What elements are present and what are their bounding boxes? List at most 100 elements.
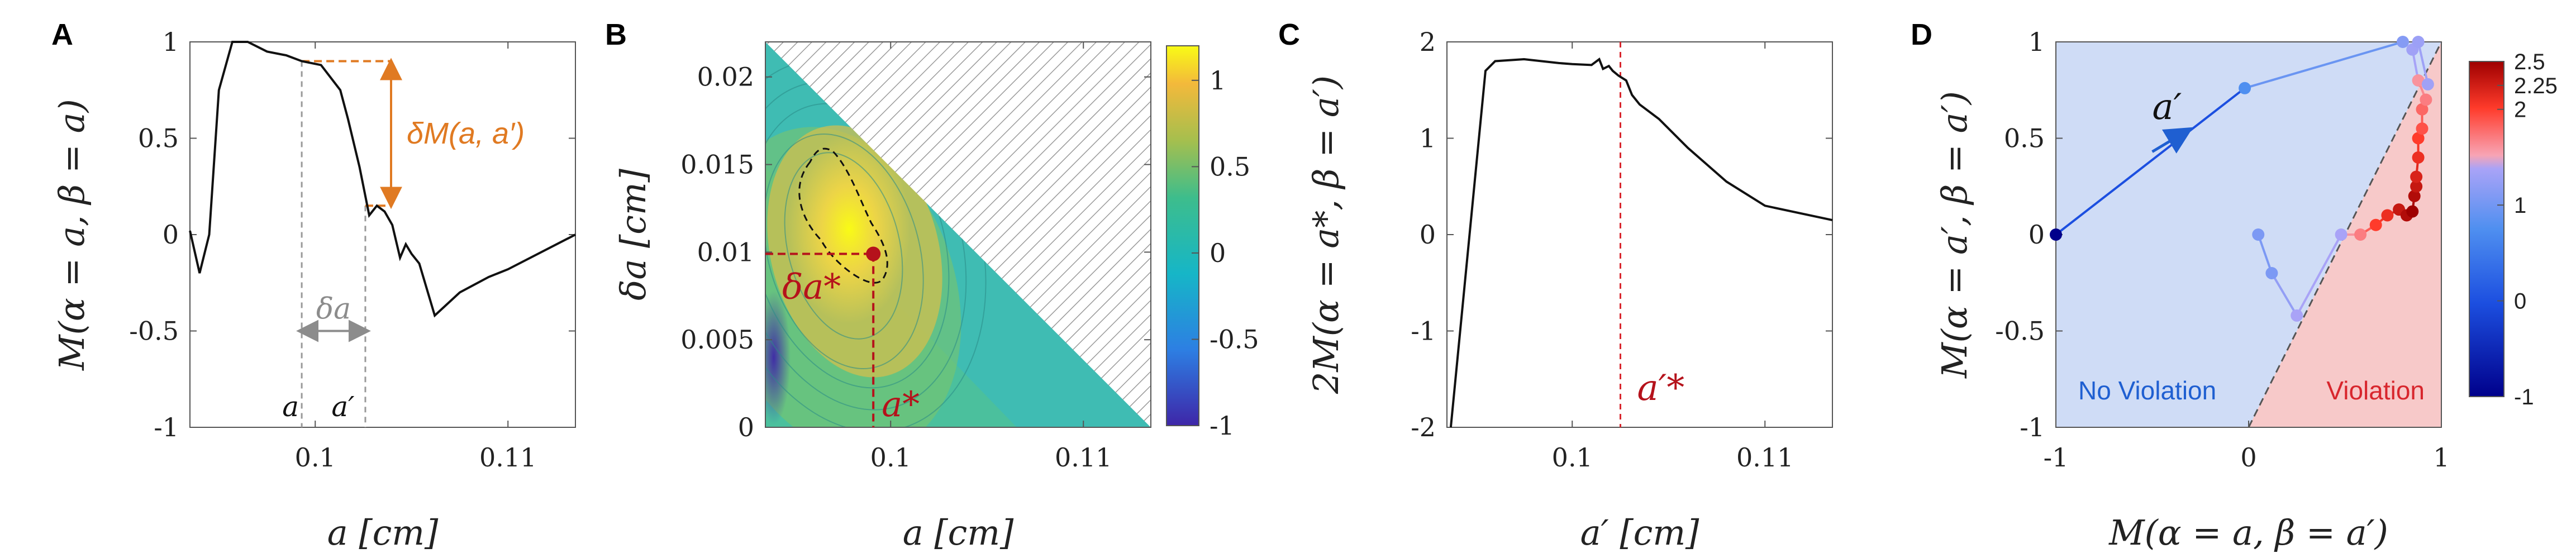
data-point <box>2265 267 2278 279</box>
y-tick-label: 0 <box>163 220 179 250</box>
data-point <box>2410 170 2423 183</box>
data-point <box>2369 218 2382 231</box>
colorbar-tick-label: 0.5 <box>1210 151 1250 182</box>
data-point <box>2050 228 2062 241</box>
a-prime-star-label: a′* <box>1637 368 1685 409</box>
y-tick-label: -1 <box>2020 412 2045 442</box>
panel-c-ylabel: 2M(α = a*, β = a′) <box>1306 75 1346 394</box>
panel-d-ticks: -1 0 1 -1 -0.5 0 0.5 1 <box>1995 27 2449 473</box>
delta-m-label: δM(a, a′) <box>407 117 525 150</box>
x-tick-label: -1 <box>2044 442 2069 473</box>
y-tick-label: 0.005 <box>680 325 754 355</box>
data-point <box>2408 190 2421 202</box>
data-point <box>2420 93 2432 106</box>
colorbar-tick-label: 0 <box>1210 238 1226 268</box>
y-tick-label: -0.5 <box>1995 316 2045 346</box>
panel-d-colorbar <box>2469 61 2504 397</box>
colorbar-tick-label: 2.25 <box>2514 74 2558 98</box>
panel-a-series-line <box>189 41 576 318</box>
data-point <box>2416 103 2429 116</box>
panel-b-xlabel: a [cm] <box>903 512 1014 553</box>
y-tick-label: -2 <box>1411 412 1436 442</box>
panel-c-letter: C <box>1278 18 1300 51</box>
delta-a-star-label: δa* <box>782 266 841 307</box>
a-prime-direction-arrow <box>2151 127 2193 154</box>
trajectory-segment <box>2270 272 2298 316</box>
a-star-label: a* <box>882 384 920 425</box>
colorbar-tick-label: 0 <box>2514 289 2526 314</box>
y-tick-label: 0.01 <box>697 237 754 267</box>
panel-d-points <box>2050 36 2434 322</box>
panel-a: A 0.1 0.11 -1 -0.5 0 0.5 1 δM(a, a′) δa a a′ a [c… <box>51 18 576 553</box>
y-tick-label: -1 <box>1411 316 1436 346</box>
data-point <box>2421 78 2434 90</box>
panel-a-letter: A <box>51 18 73 51</box>
data-point <box>2412 36 2425 48</box>
data-point <box>2412 151 2425 164</box>
panel-b-colorbar <box>1166 45 1199 426</box>
trajectory-segment <box>2417 41 2429 85</box>
x-tick-label: 0.11 <box>1055 442 1112 473</box>
trajectory-segment <box>2257 234 2273 274</box>
data-point <box>2381 209 2394 222</box>
panel-c-series-line <box>1449 57 1833 428</box>
a-label: a <box>282 390 299 423</box>
panel-b: B 0.1 0.11 0 0.005 0.01 0.015 0.02 δa* a* -1 -0.… <box>605 18 1259 553</box>
panel-b-frame <box>765 41 1151 428</box>
data-point <box>2354 228 2367 241</box>
a-prime-arrow-label: a′ <box>2153 87 2182 128</box>
panel-b-heatmap <box>765 42 1151 427</box>
violation-label: Violation <box>2326 376 2425 405</box>
data-point <box>2335 228 2348 241</box>
panel-b-colorbar-ticks: -1 -0.5 0 0.5 1 <box>1192 65 1259 441</box>
y-tick-label: 0 <box>738 412 754 442</box>
panel-a-ticks: 0.1 0.11 -1 -0.5 0 0.5 1 <box>129 27 575 473</box>
x-tick-label: 0 <box>2240 442 2256 473</box>
data-point <box>2252 228 2265 241</box>
data-point <box>2406 205 2419 218</box>
x-tick-label: 0.11 <box>1736 442 1793 473</box>
y-tick-label: 0 <box>2029 220 2045 250</box>
colorbar-tick-label: -1 <box>2514 385 2534 409</box>
panel-a-annotations: δM(a, a′) δa a a′ <box>282 58 525 427</box>
panel-d-annotations: No Violation Violation a′ <box>2078 87 2425 405</box>
panel-a-xlabel: a [cm] <box>327 512 439 553</box>
panel-d-ylabel: M(α = a′, β = a′) <box>1934 91 1975 379</box>
trajectory-segment <box>2244 41 2403 89</box>
data-point <box>2239 82 2251 94</box>
colorbar-tick-label: -1 <box>1210 411 1235 441</box>
data-point <box>2291 309 2303 322</box>
panel-b-maximum-region <box>788 134 911 324</box>
panel-a-ylabel: M(α = a, β = a) <box>51 99 92 371</box>
panel-b-minimum-region <box>765 290 791 425</box>
colorbar-tick-label: 1 <box>2514 193 2526 218</box>
panel-b-ylabel: δa [cm] <box>613 168 654 301</box>
colorbar-tick-label: 2 <box>2514 98 2526 122</box>
panel-d-letter: D <box>1911 18 1932 51</box>
panel-c-ticks: 0.1 0.11 -2 -1 0 1 2 <box>1411 27 1832 473</box>
panel-c: C 0.1 0.11 -2 -1 0 1 2 a′* a′ [cm] 2M(α = a*, … <box>1278 18 1833 553</box>
panel-b-letter: B <box>605 18 627 51</box>
y-tick-label: 0 <box>1420 220 1436 250</box>
x-tick-label: 0.11 <box>479 442 536 473</box>
panel-d: D -1 0 1 -1 -0.5 0 0.5 1 No Violation Violation a… <box>1911 18 2558 553</box>
data-point <box>2416 122 2429 135</box>
y-tick-label: 0.02 <box>697 62 754 92</box>
panel-d-xlabel: M(α = a, β = a′) <box>2108 512 2388 553</box>
colorbar-tick-label: -0.5 <box>1210 324 1259 354</box>
y-tick-label: 2 <box>1420 27 1436 57</box>
y-tick-label: 1 <box>2029 27 2045 57</box>
trajectory-segment <box>2296 234 2342 316</box>
y-tick-label: 1 <box>163 27 179 57</box>
panel-c-xlabel: a′ [cm] <box>1580 512 1699 553</box>
x-tick-label: 0.1 <box>295 442 336 473</box>
panel-b-level-contour <box>798 147 888 284</box>
trajectory-segment <box>2055 87 2246 236</box>
a-prime-label: a′ <box>331 390 355 423</box>
data-point <box>2412 74 2425 87</box>
optimum-point <box>866 246 881 261</box>
data-point <box>2410 180 2423 193</box>
y-tick-label: 0.5 <box>2004 123 2045 154</box>
y-tick-label: 1 <box>1420 123 1436 154</box>
